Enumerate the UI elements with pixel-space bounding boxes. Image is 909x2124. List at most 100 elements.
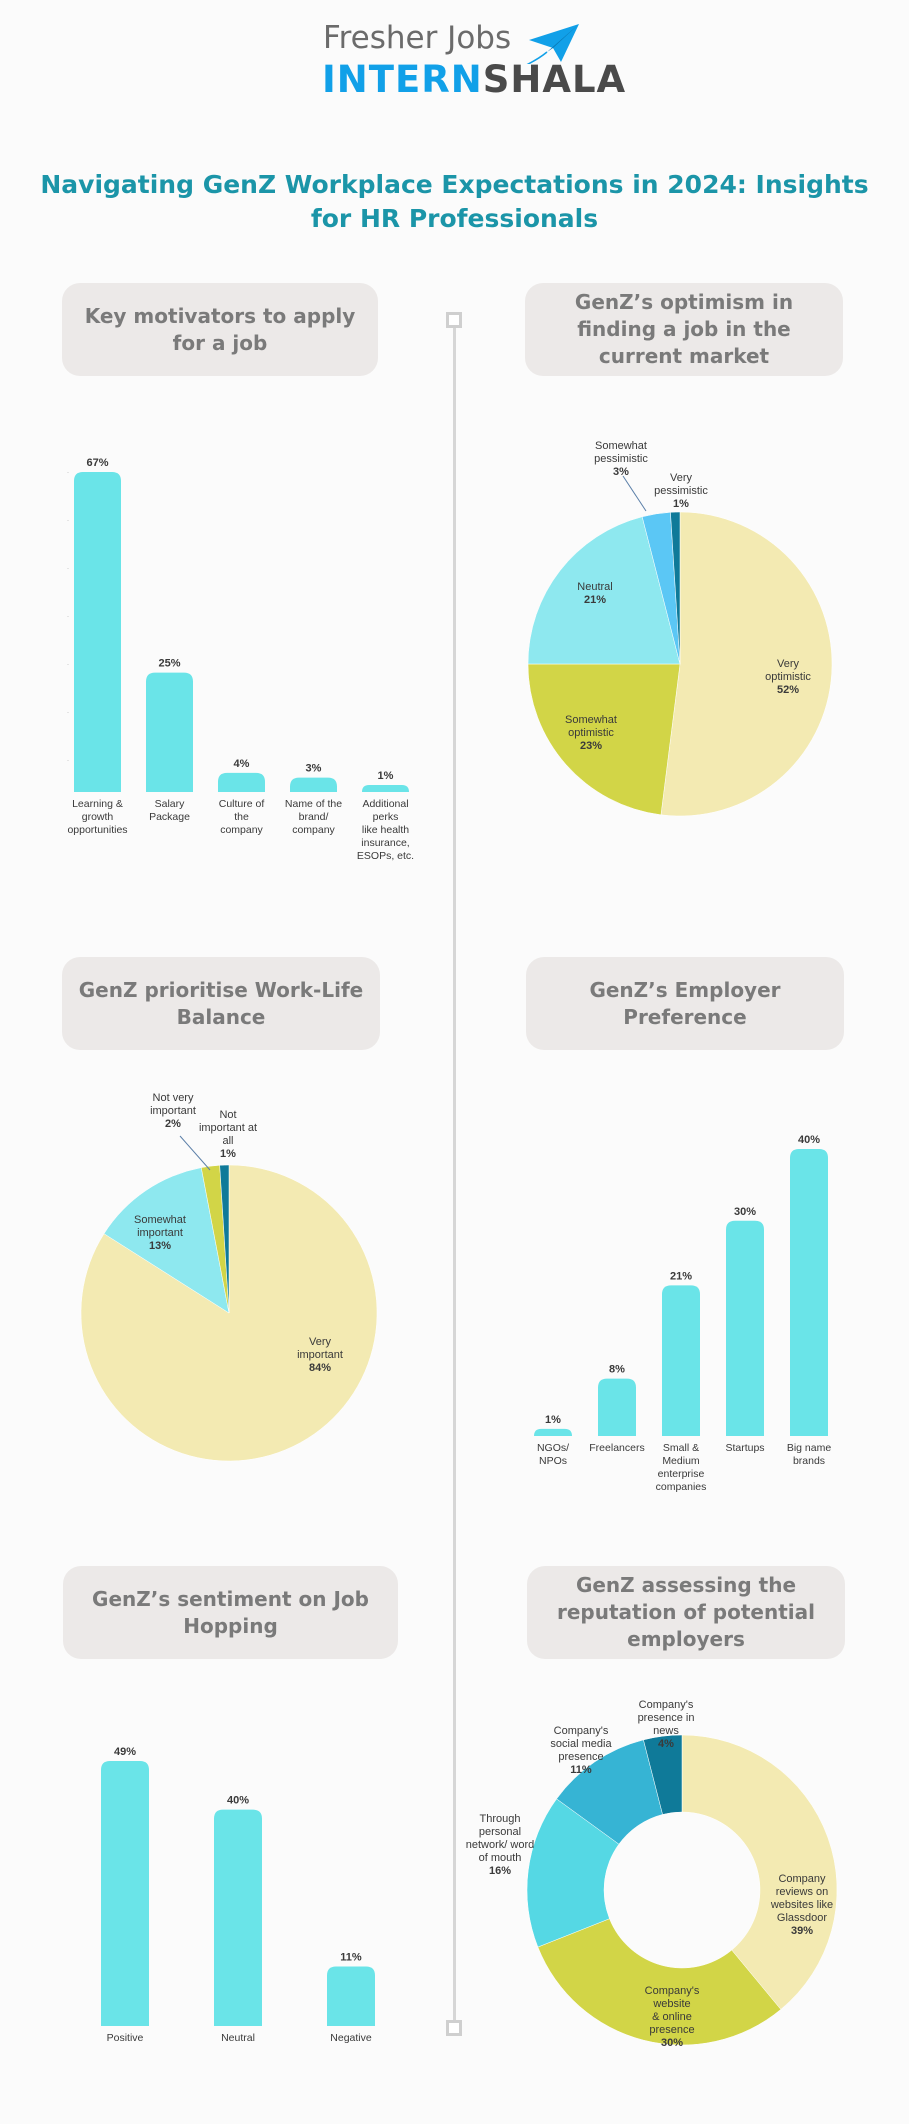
bar-value-label: 30% (734, 1206, 756, 1218)
slice-label: important (137, 1227, 183, 1239)
leader-line (622, 475, 647, 512)
pie-slice (219, 1164, 230, 1314)
slice-label: website (652, 1998, 690, 2010)
slice-label: social media (550, 1738, 612, 1750)
timeline-node-top (446, 312, 462, 328)
x-tick-label: company (220, 824, 263, 836)
bar (214, 1809, 262, 2026)
slice-value-label: 84% (309, 1362, 331, 1374)
pie-slice (670, 511, 681, 665)
x-tick-label: Salary (155, 798, 186, 810)
leader-line (179, 1135, 211, 1171)
slice-label: presence (649, 2024, 694, 2036)
slice-label: Very (777, 658, 800, 670)
logo-internshala: INTERNSHALA (322, 58, 626, 101)
slice-label: Company's (639, 1699, 694, 1711)
slice-value-label: 23% (580, 740, 602, 752)
slice-label: optimistic (568, 727, 614, 739)
logo-fresher-jobs: Fresher Jobs (323, 20, 512, 56)
pie-slice (681, 1734, 838, 2010)
slice-label: important at (199, 1122, 257, 1134)
section-card-motivators: Key motivators to apply for a job (62, 283, 378, 376)
x-tick-label: brands (793, 1455, 825, 1467)
slice-label: Glassdoor (777, 1912, 827, 1924)
slice-label: Through (480, 1813, 521, 1825)
section-card-reputation: GenZ assessing the reputation of potenti… (527, 1566, 845, 1659)
slice-value-label: 30% (661, 2037, 683, 2049)
bar-value-label: 4% (234, 758, 250, 770)
section-card-employer-preference: GenZ’s Employer Preference (526, 957, 844, 1050)
paper-plane-icon (526, 24, 579, 64)
logo-intern: INTERN (322, 58, 483, 101)
slice-label: Not very (153, 1092, 194, 1104)
x-tick-label: company (292, 824, 335, 836)
slice-label: all (222, 1135, 233, 1147)
bar (327, 1966, 375, 2026)
bar-value-label: 25% (158, 658, 180, 670)
slice-label: reviews on (776, 1886, 829, 1898)
chart-optimism: Veryoptimistic52%Somewhatoptimistic23%Ne… (527, 440, 833, 817)
bar-value-label: 21% (670, 1270, 692, 1282)
slice-label: pessimistic (594, 453, 648, 465)
slice-value-label: 16% (489, 1865, 511, 1877)
page-title: Navigating GenZ Workplace Expectations i… (40, 170, 869, 233)
slice-value-label: 11% (570, 1764, 592, 1776)
bar-value-label: 3% (306, 763, 322, 775)
x-tick-label: Package (149, 811, 190, 823)
x-tick-label: Medium (662, 1455, 700, 1467)
x-tick-label: Freelancers (589, 1442, 644, 1454)
chart-employer-preference: 1% NGOs/NPOs 8% Freelancers 21% Small &Medium… (534, 1134, 832, 1493)
bar (598, 1378, 636, 1436)
bar-value-label: 67% (86, 457, 108, 469)
x-tick-label: NGOs/ (537, 1442, 569, 1454)
slice-label: Not (219, 1109, 236, 1121)
x-tick-label: enterprise (658, 1468, 705, 1480)
slice-value-label: 52% (777, 684, 799, 696)
slice-label: network/ word (466, 1839, 534, 1851)
bar-value-label: 11% (340, 1952, 362, 1964)
section-card-job-hopping: GenZ’s sentiment on Job Hopping (63, 1566, 398, 1659)
bar (790, 1149, 828, 1436)
bar-value-label: 1% (378, 770, 394, 782)
slice-label: news (653, 1725, 679, 1737)
logo-shala: SHALA (482, 58, 627, 101)
timeline-line (453, 315, 456, 2025)
bar (534, 1428, 572, 1436)
slice-value-label: 21% (584, 594, 606, 606)
x-tick-label: Positive (107, 2032, 144, 2044)
slice-label: Company's (554, 1725, 609, 1737)
slice-label: presence (558, 1751, 603, 1763)
slice-value-label: 39% (791, 1925, 813, 1937)
slice-value-label: 4% (658, 1738, 674, 1750)
x-tick-label: Negative (330, 2032, 372, 2044)
slice-value-label: 2% (165, 1118, 181, 1130)
slice-label: pessimistic (654, 485, 708, 497)
x-tick-label: companies (656, 1481, 707, 1493)
slice-label: Company's (645, 1985, 700, 1997)
slice-label: optimistic (765, 671, 811, 683)
bar (290, 777, 337, 792)
slice-label: presence in (638, 1712, 695, 1724)
slice-value-label: 3% (613, 466, 629, 478)
pie-slice (103, 1167, 230, 1314)
bar (146, 672, 193, 792)
bar-value-label: 40% (798, 1134, 820, 1146)
bar-value-label: 1% (545, 1414, 561, 1426)
x-tick-label: growth (82, 811, 114, 823)
x-tick-label: Small & (663, 1442, 699, 1454)
pie-slice (527, 516, 681, 665)
x-tick-label: Big name (787, 1442, 832, 1454)
pie-slice (643, 1734, 683, 1815)
pie-slice (660, 511, 833, 817)
pie-slice (537, 1918, 782, 2046)
x-tick-label: Neutral (221, 2032, 255, 2044)
slice-value-label: 13% (149, 1240, 171, 1252)
bar (101, 1761, 149, 2026)
slice-label: websites like (770, 1899, 833, 1911)
x-tick-label: like health (362, 824, 409, 836)
slice-value-label: 1% (220, 1148, 236, 1160)
slice-label: Company (778, 1873, 826, 1885)
slice-label: important (150, 1105, 196, 1117)
